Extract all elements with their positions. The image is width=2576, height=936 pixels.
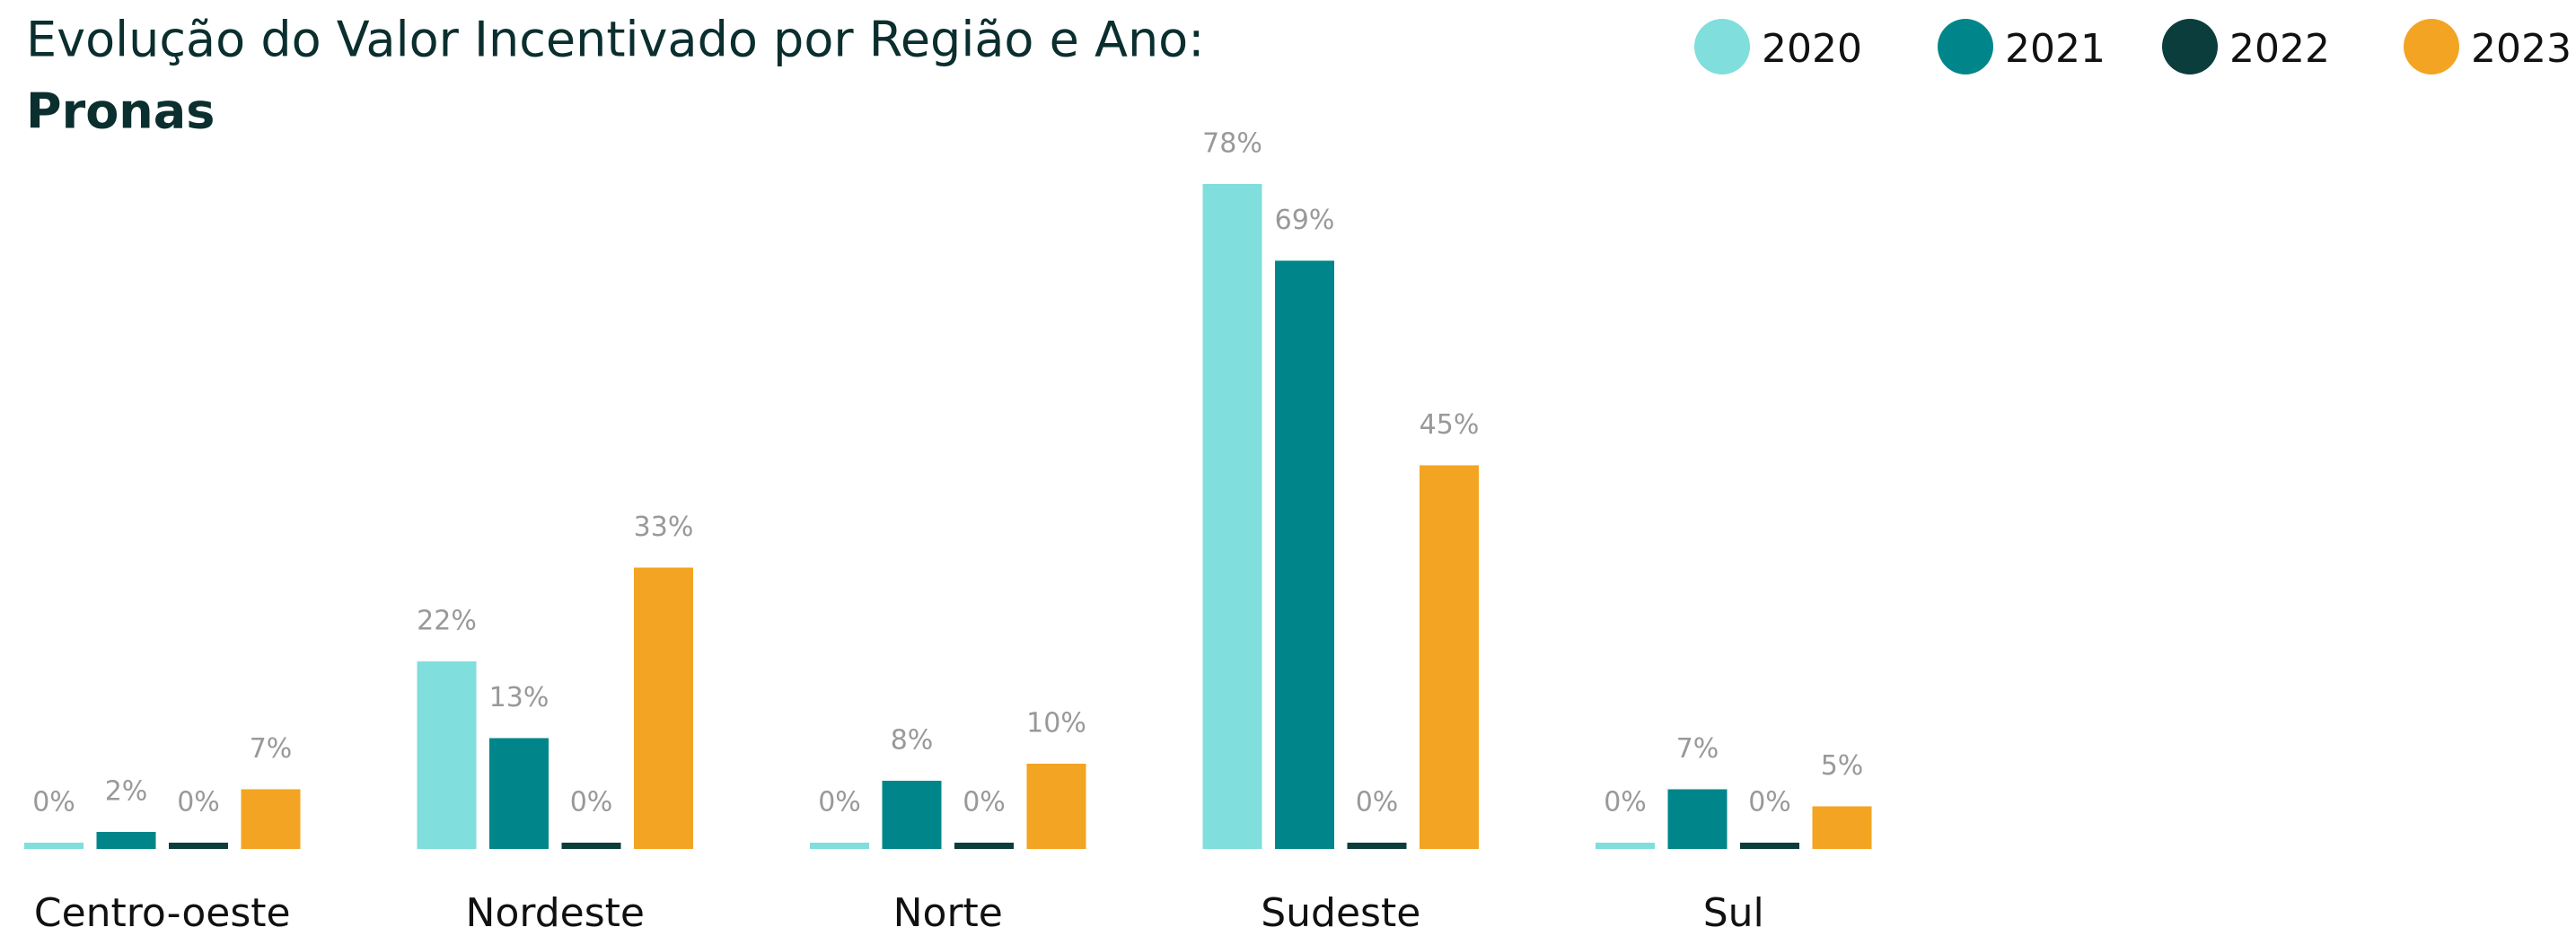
chart-title: Evolução do Valor Incentivado por Região…	[26, 12, 1204, 68]
bar	[810, 843, 869, 849]
value-label: 0%	[963, 787, 1006, 818]
bar	[1596, 843, 1655, 849]
x-tick-label: Centro-oeste	[34, 890, 291, 936]
value-label: 8%	[891, 725, 934, 757]
value-label: 0%	[818, 787, 861, 818]
value-label: 5%	[1821, 750, 1864, 782]
bar	[1740, 843, 1799, 849]
value-label: 45%	[1420, 409, 1480, 441]
bar	[1347, 843, 1407, 849]
x-tick-label: Sudeste	[1261, 890, 1420, 936]
value-label: 0%	[32, 787, 75, 818]
value-label: 78%	[1202, 128, 1262, 160]
value-label: 0%	[1604, 787, 1647, 818]
bar	[634, 567, 693, 849]
value-label: 33%	[634, 512, 694, 543]
value-label: 7%	[1676, 733, 1719, 765]
bar	[882, 781, 942, 849]
legend-label: 2022	[2229, 26, 2330, 72]
legend-swatch	[2404, 19, 2459, 74]
bar	[561, 843, 621, 849]
bar	[24, 843, 84, 849]
x-tick-label: Norte	[893, 890, 1003, 936]
value-label: 7%	[250, 733, 293, 765]
chart-subtitle: Pronas	[26, 83, 215, 140]
value-label: 2%	[105, 776, 148, 808]
value-label: 13%	[489, 682, 549, 713]
bar	[1026, 764, 1086, 849]
bar	[417, 661, 477, 849]
bar	[489, 738, 549, 849]
value-label: 10%	[1026, 708, 1086, 739]
legend-swatch	[2162, 19, 2218, 74]
legend-swatch	[1694, 19, 1750, 74]
bar	[954, 843, 1014, 849]
legend-swatch	[1938, 19, 1993, 74]
value-label: 0%	[1748, 787, 1791, 818]
value-label: 69%	[1275, 205, 1335, 236]
bar	[1667, 789, 1728, 849]
legend-label: 2023	[2471, 26, 2572, 72]
bar	[169, 843, 228, 849]
bar	[1420, 465, 1479, 849]
bar	[1202, 184, 1262, 849]
bar	[96, 832, 156, 849]
legend-label: 2020	[1762, 26, 1862, 72]
x-tick-label: Sul	[1703, 890, 1764, 936]
value-label: 0%	[570, 787, 613, 818]
bar	[1275, 260, 1334, 849]
bar	[241, 789, 301, 849]
bar	[1812, 806, 1872, 849]
x-tick-label: Nordeste	[466, 890, 645, 936]
legend-label: 2021	[2005, 26, 2106, 72]
value-label: 22%	[417, 606, 477, 637]
value-label: 0%	[177, 787, 220, 818]
value-label: 0%	[1356, 787, 1399, 818]
